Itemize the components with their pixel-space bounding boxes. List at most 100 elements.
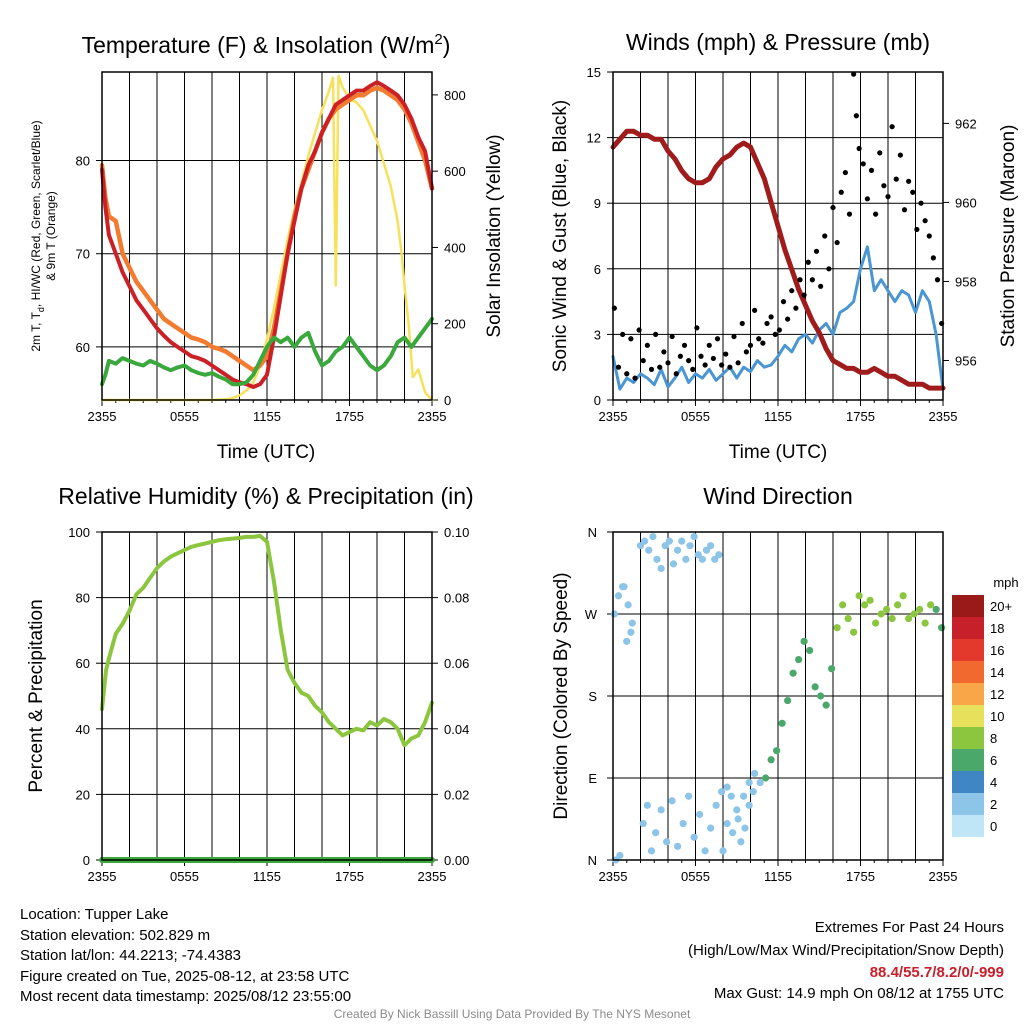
dir-xtick-label: 1755: [846, 869, 875, 884]
wind-gust-point: [906, 178, 912, 184]
dir-point: [806, 646, 814, 655]
colorbar-swatch: [952, 639, 984, 661]
temp-title: Temperature (F) & Insolation (W/m2): [82, 31, 451, 58]
rh-y-tick-label: 100: [68, 525, 90, 540]
wind-gust-point: [669, 333, 675, 340]
dir-point: [756, 778, 764, 787]
dir-point: [737, 838, 745, 846]
wind-gust-point: [897, 152, 903, 158]
wind-gust-point: [826, 266, 832, 272]
colorbar-label: 16: [990, 643, 1004, 658]
wind-wind-line: [611, 245, 945, 391]
temp-xlabel: Time (UTC): [217, 442, 316, 463]
wind-y2label: Station Pressure (Maroon): [998, 125, 1019, 348]
dir-point: [620, 583, 628, 591]
rh-y-tick-label: 80: [76, 591, 90, 606]
wind-gust-point: [644, 342, 650, 348]
dir-point: [661, 542, 669, 550]
wind-gust-point: [910, 189, 916, 195]
colorbar-swatch: [952, 683, 984, 705]
wind-gust-point: [776, 327, 782, 333]
colorbar-swatch: [952, 595, 984, 617]
wind-xtick-label: 1755: [846, 409, 875, 424]
wind-gust-point: [681, 342, 688, 348]
rh-y2-tick-label: 0.02: [444, 787, 469, 802]
colorbar-swatch: [952, 705, 984, 727]
dir-point: [701, 847, 709, 855]
wind-gust-point: [632, 375, 638, 381]
dir-point: [822, 701, 830, 709]
dir-point: [778, 719, 786, 727]
temp-y2-tick-label: 800: [444, 88, 466, 103]
dir-point: [811, 683, 819, 691]
dir-point: [696, 810, 704, 819]
dir-point: [643, 801, 651, 809]
rh-plot-area: 2355 0555 1155 1755 23550204060801000.000.02…: [68, 525, 469, 884]
temp-y2-tick-label: 200: [444, 317, 466, 332]
wind-gust-point: [768, 314, 774, 320]
rh-panel: Relative Humidity (%) & Precipitation (i…: [26, 483, 474, 884]
dir-point: [751, 769, 759, 778]
wind-gust-point: [785, 316, 791, 322]
wind-gust-point: [661, 349, 667, 355]
wind-gust-point: [764, 320, 770, 327]
dir-point: [647, 847, 656, 855]
wind-y-tick-label: 15: [587, 65, 601, 80]
wind-gust-point: [636, 327, 642, 333]
wind-gust-point: [648, 366, 655, 372]
wind-gust-point: [893, 176, 899, 182]
dir-point: [839, 601, 847, 609]
wind-y-tick-label: 3: [594, 327, 601, 342]
wind-gust-point: [706, 342, 712, 348]
temp-frame: [101, 71, 433, 401]
temp-y-tick-label: 60: [76, 340, 90, 355]
temp-xtick-label: 2355: [418, 409, 447, 424]
dir-point: [694, 551, 702, 559]
dir-point: [789, 669, 797, 677]
rh-xtick-label: 1155: [253, 869, 281, 884]
colorbar-swatch: [952, 727, 984, 749]
wind-gust-point: [690, 366, 696, 372]
wind-gust-point: [934, 277, 941, 283]
wind-gust-point: [918, 200, 924, 206]
dir-point: [690, 532, 698, 541]
wind-gust-point: [710, 355, 716, 362]
info-elevation: Station elevation: 502.829 m: [20, 926, 211, 944]
wind-gust-point: [615, 364, 622, 370]
dir-ylabel: Direction (Colored By Speed): [551, 572, 572, 819]
wind-gust-point: [818, 283, 824, 289]
colorbar-label: 14: [990, 665, 1004, 680]
temp-y2-tick-label: 0: [444, 393, 451, 408]
temp-ylabel-line1: 2m T, Td, HI/WC (Red, Green, Scarlet/Blu…: [29, 120, 46, 351]
wind-xtick-label: 1155: [764, 409, 792, 424]
wind-gust-point: [714, 336, 721, 342]
dir-point: [938, 624, 946, 632]
dir-point: [861, 601, 869, 609]
wind-y2-tick-label: 956: [955, 353, 977, 368]
temp-xtick-label: 1755: [335, 409, 364, 424]
colorbar-label: 12: [990, 687, 1004, 702]
temp-xtick-label: 1155: [253, 409, 281, 424]
rh-rh-line: [100, 533, 434, 748]
dir-point: [828, 665, 836, 673]
info-location: Location: Tupper Lake: [20, 906, 169, 923]
temp-xtick-label: 2355: [88, 409, 117, 424]
dir-point: [679, 819, 687, 828]
dir-point: [610, 610, 618, 618]
wind-gust-point: [881, 183, 887, 189]
rh-y2-tick-label: 0.08: [444, 591, 469, 606]
dir-point: [833, 624, 841, 632]
wind-gust-point: [739, 320, 745, 327]
rh-y-tick-label: 20: [76, 787, 90, 802]
extremes-box: Extremes For Past 24 Hours (High/Low/Max…: [688, 918, 1004, 1004]
rh-y2-tick-label: 0.06: [444, 656, 469, 671]
dir-point: [663, 838, 671, 846]
wind-gust-point: [752, 307, 758, 313]
wind-ylabel: Sonic Wind & Gust (Blue, Black): [550, 100, 571, 372]
extremes-legend: (High/Low/Max Wind/Precipitation/Snow De…: [688, 941, 1004, 959]
temp-panel: Temperature (F) & Insolation (W/m2) 2355…: [29, 31, 505, 463]
dir-point: [905, 614, 913, 623]
temp-y-tick-label: 70: [76, 247, 90, 262]
